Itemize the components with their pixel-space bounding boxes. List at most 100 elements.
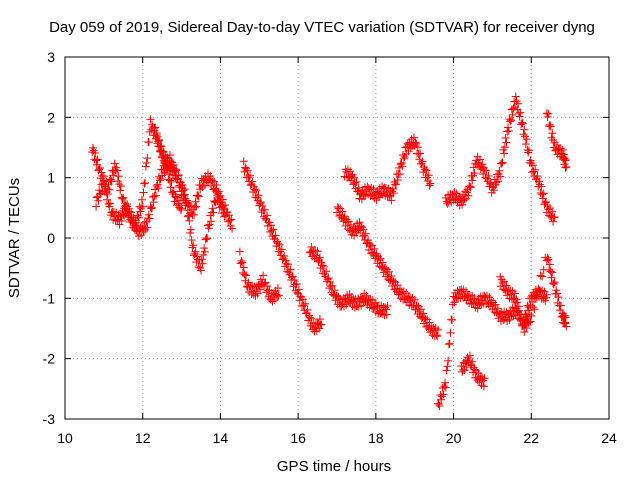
data-point xyxy=(118,194,127,203)
data-point xyxy=(209,208,218,217)
data-point xyxy=(194,192,203,201)
data-point xyxy=(151,123,160,132)
data-point xyxy=(507,312,516,321)
data-point xyxy=(538,190,547,199)
data-point xyxy=(465,351,474,360)
data-point xyxy=(519,130,528,139)
data-point xyxy=(409,133,418,142)
data-point xyxy=(506,117,515,126)
data-point xyxy=(217,200,226,209)
data-point xyxy=(315,253,324,262)
data-point xyxy=(444,356,453,365)
data-point xyxy=(544,255,553,264)
data-point xyxy=(521,140,530,149)
data-point xyxy=(305,313,314,322)
data-point xyxy=(446,328,455,337)
data-point xyxy=(101,182,110,191)
data-point xyxy=(145,214,154,223)
data-point xyxy=(536,271,545,280)
data-point xyxy=(197,255,206,264)
data-point xyxy=(176,205,185,214)
data-point xyxy=(116,182,125,191)
data-point xyxy=(237,256,246,265)
data-point xyxy=(113,166,122,175)
y-tick-label: 3 xyxy=(47,49,55,65)
data-point xyxy=(206,172,215,181)
data-point xyxy=(533,172,542,181)
data-point xyxy=(261,278,270,287)
data-point xyxy=(284,260,293,269)
data-point xyxy=(426,179,435,188)
data-point xyxy=(154,184,163,193)
x-axis-label: GPS time / hours xyxy=(277,458,391,475)
data-point xyxy=(350,178,359,187)
y-tick-label: -1 xyxy=(43,290,56,306)
data-point xyxy=(543,253,552,262)
data-point xyxy=(140,179,149,188)
data-point xyxy=(328,281,337,290)
data-point xyxy=(359,225,368,234)
data-point xyxy=(250,185,259,194)
data-point xyxy=(410,295,419,304)
data-point xyxy=(254,191,263,200)
data-point xyxy=(315,315,324,324)
data-point xyxy=(92,156,101,165)
data-point xyxy=(465,182,474,191)
data-point xyxy=(94,196,103,205)
data-point xyxy=(509,104,518,113)
data-point xyxy=(142,158,151,167)
data-point xyxy=(524,318,533,327)
data-point xyxy=(493,304,502,313)
data-point xyxy=(157,142,166,151)
data-point xyxy=(549,279,558,288)
data-point xyxy=(189,241,198,250)
data-point xyxy=(515,112,524,121)
data-point xyxy=(144,210,153,219)
x-tick-label: 24 xyxy=(601,430,617,446)
data-point xyxy=(273,284,282,293)
data-point xyxy=(480,374,489,383)
data-point xyxy=(186,225,195,234)
data-point xyxy=(214,193,223,202)
data-point xyxy=(545,120,554,129)
data-point xyxy=(167,177,176,186)
data-point xyxy=(242,164,251,173)
data-point xyxy=(92,202,101,211)
data-point xyxy=(224,211,233,220)
data-point xyxy=(470,169,479,178)
data-point xyxy=(503,123,512,132)
data-point xyxy=(152,130,161,139)
x-tick-label: 20 xyxy=(446,430,462,446)
data-point xyxy=(152,182,161,191)
data-point xyxy=(496,172,505,181)
data-point xyxy=(139,228,148,237)
data-point xyxy=(245,171,254,180)
data-point xyxy=(185,216,194,225)
data-point xyxy=(516,108,525,117)
data-point xyxy=(378,258,387,267)
data-point xyxy=(484,171,493,180)
data-point xyxy=(445,339,454,348)
data-point xyxy=(559,150,568,159)
x-tick-label: 18 xyxy=(368,430,384,446)
data-point xyxy=(201,235,210,244)
data-point xyxy=(561,156,570,165)
data-point xyxy=(470,365,479,374)
data-point xyxy=(184,211,193,220)
data-point xyxy=(200,247,209,256)
data-point xyxy=(177,204,186,213)
data-point xyxy=(200,244,209,253)
data-point xyxy=(501,133,510,142)
data-point xyxy=(277,245,286,254)
data-point xyxy=(361,229,370,238)
data-point xyxy=(549,217,558,226)
data-point xyxy=(530,305,539,314)
data-point xyxy=(227,215,236,224)
data-point xyxy=(256,285,265,294)
data-point xyxy=(317,320,326,329)
data-point xyxy=(381,305,390,314)
data-point xyxy=(149,198,158,207)
data-point xyxy=(387,271,396,280)
x-tick-label: 22 xyxy=(523,430,539,446)
data-point xyxy=(546,122,555,131)
